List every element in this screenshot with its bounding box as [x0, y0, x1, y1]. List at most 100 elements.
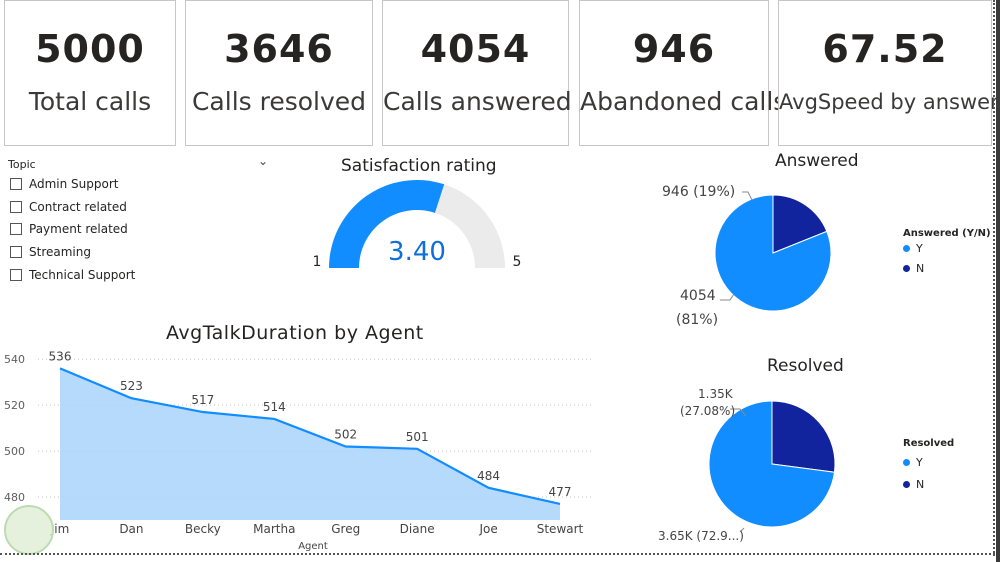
pie-data-label: 1.35K	[698, 387, 734, 401]
legend-item-n[interactable]: N	[903, 478, 924, 491]
slicer-item-label: Contract related	[29, 200, 127, 214]
x-tick-label: Becky	[185, 522, 221, 536]
kpi-card-calls-resolved: 3646 Calls resolved	[185, 0, 373, 146]
y-tick-label: 500	[4, 445, 25, 458]
pie-leader-line	[742, 191, 753, 201]
chevron-down-icon[interactable]: ⌄	[258, 154, 269, 168]
page-border-right	[993, 0, 995, 556]
slicer-item-label: Admin Support	[29, 177, 119, 191]
kpi-card-total-calls: 5000 Total calls	[4, 0, 176, 146]
x-tick-label: Martha	[253, 522, 295, 536]
y-tick-label: 540	[4, 353, 25, 366]
checkbox-icon[interactable]	[10, 178, 22, 190]
kpi-card-avgspeed: 67.52 AvgSpeed by answer	[778, 0, 999, 146]
x-tick-label: Stewart	[537, 522, 584, 536]
pie-slice-n	[772, 194, 828, 254]
x-axis-label: Agent	[298, 541, 328, 552]
data-label: 523	[120, 379, 143, 393]
slicer-item-label: Technical Support	[29, 268, 136, 282]
legend-item-y[interactable]: Y	[903, 242, 923, 255]
kpi-value: 4054	[420, 27, 531, 71]
data-label: 514	[263, 400, 286, 414]
pie-data-label: 4054	[680, 288, 716, 304]
area-chart-title: AvgTalkDuration by Agent	[166, 322, 424, 344]
legend-label: Y	[916, 456, 923, 469]
legend-item-y[interactable]: Y	[903, 456, 923, 469]
slicer-item-label: Streaming	[29, 245, 91, 259]
checkbox-icon[interactable]	[10, 201, 22, 213]
pie-leader-line	[739, 527, 745, 533]
pie-leader-line	[730, 408, 747, 417]
legend-label: N	[916, 478, 925, 491]
slicer-item-payment-related[interactable]: Payment related	[10, 222, 128, 236]
kpi-card-calls-answered: 4054 Calls answered	[382, 0, 572, 146]
answered-pie-title: Answered	[775, 151, 859, 171]
slicer-item-streaming[interactable]: Streaming	[10, 245, 91, 259]
kpi-label: AvgSpeed by answer	[779, 90, 999, 114]
legend-dot-icon	[903, 245, 910, 252]
gauge-value-label: 3.40	[388, 237, 446, 267]
checkbox-icon[interactable]	[10, 269, 22, 281]
kpi-value: 3646	[224, 27, 334, 71]
resolved-pie-chart: 1.35K (27.08%) 3.65K (72.9...)	[658, 387, 836, 543]
legend-dot-icon	[903, 481, 910, 488]
data-label: 517	[191, 393, 214, 407]
pie-slice-y	[714, 194, 832, 312]
answered-legend-title: Answered (Y/N)	[903, 228, 991, 239]
resolved-legend-title: Resolved	[903, 438, 955, 449]
data-label: 501	[406, 430, 429, 444]
gauge-min-label: 1	[313, 254, 322, 270]
legend-label: Y	[916, 242, 923, 255]
watermark-logo	[4, 505, 54, 555]
pie-data-label: (81%)	[676, 312, 718, 328]
data-label: 484	[477, 469, 500, 483]
checkbox-icon[interactable]	[10, 223, 22, 235]
kpi-card-abandoned-calls: 946 Abandoned calls	[579, 0, 787, 146]
satisfaction-gauge: 3.40 1 5	[313, 180, 522, 270]
slicer-item-contract-related[interactable]: Contract related	[10, 200, 127, 214]
avg-talk-duration-area-chart: 480 500 520 540 536 Jim 523 Dan 517 Becky 514 Marth…	[4, 349, 592, 552]
kpi-value: 67.52	[822, 27, 948, 71]
legend-label: N	[916, 262, 925, 275]
pie-data-label: 3.65K (72.9...)	[658, 529, 744, 543]
pie-data-label: (27.08%)	[680, 404, 735, 418]
slicer-item-technical-support[interactable]: Technical Support	[10, 268, 135, 282]
data-label: 536	[49, 349, 72, 363]
gauge-fill	[329, 180, 445, 268]
pie-slice-y	[708, 400, 836, 528]
resolved-pie-title: Resolved	[767, 356, 844, 376]
page-border-bottom	[0, 553, 995, 555]
kpi-label: Total calls	[28, 87, 152, 116]
x-tick-label: Diane	[400, 522, 435, 536]
x-tick-label: Joe	[478, 522, 497, 536]
pie-slice-n	[771, 400, 836, 473]
data-label: 502	[334, 427, 357, 441]
data-label: 477	[549, 485, 572, 499]
slicer-item-label: Payment related	[29, 222, 128, 236]
x-tick-label: Greg	[331, 522, 360, 536]
kpi-label: Calls resolved	[191, 87, 367, 116]
legend-dot-icon	[903, 459, 910, 466]
y-tick-label: 520	[4, 399, 25, 412]
gauge-title: Satisfaction rating	[341, 156, 497, 176]
pie-leader-line	[720, 293, 735, 301]
kpi-label: Abandoned calls	[580, 87, 787, 116]
x-tick-label: Jim	[50, 522, 70, 536]
window-edge	[996, 0, 1000, 562]
area-line	[59, 367, 561, 505]
slicer-title: Topic	[8, 158, 36, 171]
area-fill	[60, 368, 560, 520]
kpi-label: Calls answered	[383, 87, 572, 116]
gauge-max-label: 5	[513, 254, 522, 270]
y-tick-label: 480	[4, 491, 25, 504]
x-tick-label: Dan	[119, 522, 143, 536]
topic-slicer[interactable]: Topic ⌄ Admin Support Contract related P…	[8, 154, 273, 288]
kpi-value: 5000	[35, 27, 145, 71]
checkbox-icon[interactable]	[10, 246, 22, 258]
answered-pie-chart: 946 (19%) 4054 (81%)	[662, 184, 832, 328]
pie-data-label: 946 (19%)	[662, 184, 735, 200]
legend-item-n[interactable]: N	[903, 262, 924, 275]
kpi-value: 946	[632, 27, 716, 71]
slicer-item-admin-support[interactable]: Admin Support	[10, 177, 119, 191]
legend-dot-icon	[903, 265, 910, 272]
